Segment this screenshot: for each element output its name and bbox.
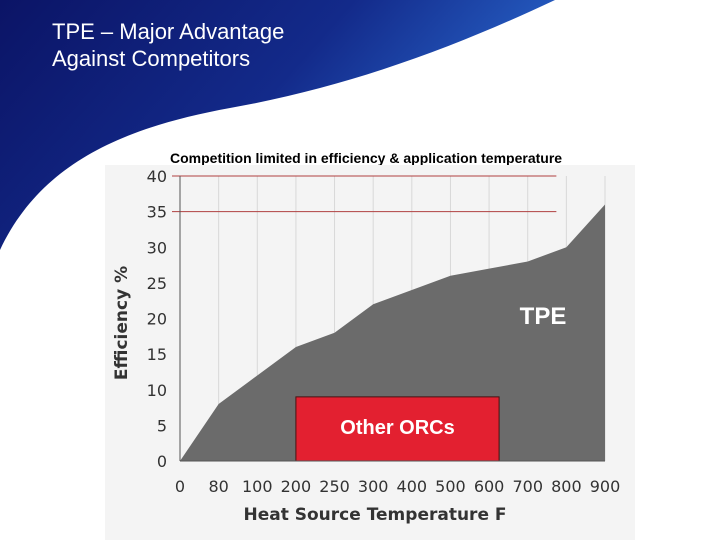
x-tick-label: 900 <box>590 477 621 496</box>
x-tick-label: 250 <box>319 477 350 496</box>
header-swoosh <box>0 0 555 250</box>
slide-title-line2: Against Competitors <box>52 46 251 71</box>
x-tick-label: 700 <box>512 477 543 496</box>
x-tick-label: 300 <box>358 477 389 496</box>
y-tick-label: 15 <box>147 345 167 364</box>
chart-title: Competition limited in efficiency & appl… <box>170 150 563 166</box>
x-axis-label: Heat Source Temperature F <box>243 505 506 525</box>
y-tick-label: 20 <box>147 310 167 329</box>
y-tick-label: 5 <box>157 416 167 435</box>
y-axis-label: Efficiency % <box>112 266 132 380</box>
slide-title: TPE – Major Advantage Against Competitor… <box>52 18 284 72</box>
y-tick-label: 0 <box>157 452 167 471</box>
x-tick-label: 800 <box>551 477 582 496</box>
y-tick-label: 30 <box>147 238 167 257</box>
x-tick-label: 600 <box>474 477 505 496</box>
tpe-series-label: TPE <box>520 303 567 330</box>
x-tick-label: 400 <box>397 477 428 496</box>
x-tick-label: 200 <box>281 477 312 496</box>
y-tick-label: 25 <box>147 274 167 293</box>
other-orcs-label: Other ORCs <box>340 417 454 439</box>
y-tick-label: 10 <box>147 381 167 400</box>
x-tick-label: 80 <box>208 477 228 496</box>
x-tick-label: 500 <box>435 477 466 496</box>
x-tick-label: 100 <box>242 477 273 496</box>
y-tick-label: 35 <box>147 203 167 222</box>
y-tick-label: 40 <box>147 167 167 186</box>
efficiency-chart: Other ORCs 0 80 100 200 250 300 400 500 600 700 80… <box>105 165 635 540</box>
other-orcs-region <box>295 396 500 462</box>
x-tick-label: 0 <box>175 477 185 496</box>
slide-title-line1: TPE – Major Advantage <box>52 19 285 44</box>
